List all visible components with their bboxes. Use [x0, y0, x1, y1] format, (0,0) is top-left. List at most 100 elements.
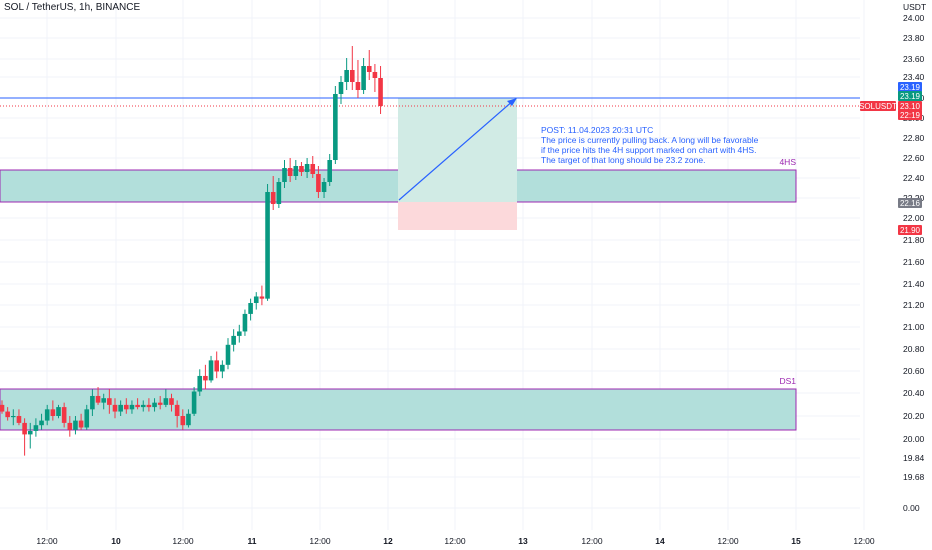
candle-body: [174, 404, 180, 416]
candle-body: [73, 420, 78, 430]
candle-body: [248, 303, 253, 314]
price-label: 22.16: [900, 199, 921, 208]
candle-body: [203, 375, 208, 381]
chart-grid: [0, 0, 865, 530]
price-axis[interactable]: 24.0023.8023.6023.4023.2023.0022.8022.60…: [859, 2, 926, 513]
time-tick-label: 12:00: [717, 536, 739, 546]
analysis-note-line: POST: 11.04.2023 20:31 UTC: [541, 125, 654, 135]
candle-body: [282, 168, 287, 182]
price-label: 23.19: [900, 92, 921, 101]
price-label: 23.10: [900, 102, 921, 111]
candle-body: [16, 416, 22, 423]
zone-ds1: [0, 388, 797, 431]
time-tick-label: 12: [383, 536, 393, 546]
price-tick-label: 21.00: [903, 322, 925, 332]
candle-body: [237, 331, 242, 336]
candle-body: [344, 70, 349, 82]
analysis-note: POST: 11.04.2023 20:31 UTC The price is c…: [541, 125, 791, 165]
price-tick-label: 0.00: [903, 503, 920, 513]
candle-body: [84, 409, 90, 428]
time-tick-label: 12:00: [444, 536, 466, 546]
price-tick-label: 21.20: [903, 300, 925, 310]
price-tick-label: 24.00: [903, 13, 925, 23]
time-tick-label: 12:00: [36, 536, 58, 546]
arrow-head: [507, 98, 517, 106]
price-tick-label: 23.80: [903, 33, 925, 43]
candle-body: [321, 182, 327, 192]
candle-body: [270, 192, 276, 204]
candle-body: [5, 411, 10, 418]
candle-body: [146, 404, 152, 408]
price-label: SOLUSDT: [859, 102, 897, 111]
candles: [0, 46, 383, 456]
candle-body: [310, 164, 316, 174]
candle-body: [157, 402, 163, 405]
time-axis[interactable]: 12:00 10 12:00 11 12:00 12 12:00 13 12:00 14 12:00…: [36, 536, 875, 546]
candle-body: [220, 364, 225, 372]
candle-body: [186, 413, 191, 426]
candle-body: [299, 166, 304, 172]
analysis-note-line: if the price hits the 4H support marked …: [541, 145, 757, 155]
candle-body: [140, 404, 146, 408]
price-tick-label: 20.20: [903, 411, 925, 421]
candle-body: [338, 82, 344, 94]
candle-body: [27, 430, 33, 435]
price-tick-label: 19.68: [903, 472, 925, 482]
candle-body: [152, 402, 157, 408]
candle-body: [350, 70, 355, 82]
candle-body: [214, 360, 219, 372]
price-label: 23.19: [900, 83, 921, 92]
price-label: 21.90: [900, 226, 921, 235]
candle-body: [304, 164, 310, 172]
candle-body: [372, 72, 378, 78]
candle-body: [33, 425, 39, 431]
candle-body: [124, 404, 129, 410]
price-tick-label: 20.40: [903, 388, 925, 398]
candle-body: [50, 409, 56, 416]
candle-body: [253, 296, 259, 304]
price-tick-label: 21.40: [903, 279, 925, 289]
candle-body: [95, 395, 101, 403]
candle-body: [44, 409, 50, 421]
price-label-bg: [898, 225, 922, 235]
price-tick-label: 21.60: [903, 257, 925, 267]
candle-body: [378, 78, 383, 106]
zone-label: 4HS: [779, 157, 796, 167]
candle-body: [231, 335, 236, 345]
candle-body: [225, 344, 231, 365]
price-label-bg: [898, 110, 922, 120]
time-tick-label: 12:00: [309, 536, 331, 546]
candle-body: [191, 391, 197, 414]
time-tick-label: 12:00: [581, 536, 603, 546]
price-tick-label: 21.80: [903, 235, 925, 245]
time-tick-label: 14: [655, 536, 665, 546]
analysis-note-line: The target of that long should be 23.2 z…: [541, 155, 706, 165]
candle-body: [135, 404, 140, 408]
candle-body: [180, 416, 186, 426]
price-tick-label: 20.80: [903, 344, 925, 354]
price-tick-label: 23.40: [903, 72, 925, 82]
time-tick-label: 11: [248, 536, 257, 546]
candle-body: [293, 166, 299, 176]
price-tick-label: 22.60: [903, 153, 925, 163]
arrow-line: [398, 99, 515, 201]
candle-body: [39, 420, 44, 426]
chart-title: SOL / TetherUS, 1h, BINANCE: [4, 2, 141, 13]
candle-body: [107, 398, 112, 405]
price-tick-label: 22.80: [903, 133, 925, 143]
time-tick-label: 13: [518, 536, 528, 546]
long-position-tool[interactable]: [398, 98, 517, 230]
price-label-bg: [898, 91, 922, 101]
candle-body: [0, 404, 5, 412]
candle-body: [11, 416, 16, 418]
price-tick-label: 22.00: [903, 213, 925, 223]
stop-area: [398, 202, 517, 230]
candle-body: [67, 422, 73, 430]
analysis-note-line: The price is currently pulling back. A l…: [541, 135, 759, 145]
candle-body: [163, 398, 169, 405]
time-tick-label: 10: [111, 536, 121, 546]
candle-body: [276, 182, 282, 204]
price-label-bg: [898, 82, 922, 92]
candle-body: [101, 398, 106, 403]
